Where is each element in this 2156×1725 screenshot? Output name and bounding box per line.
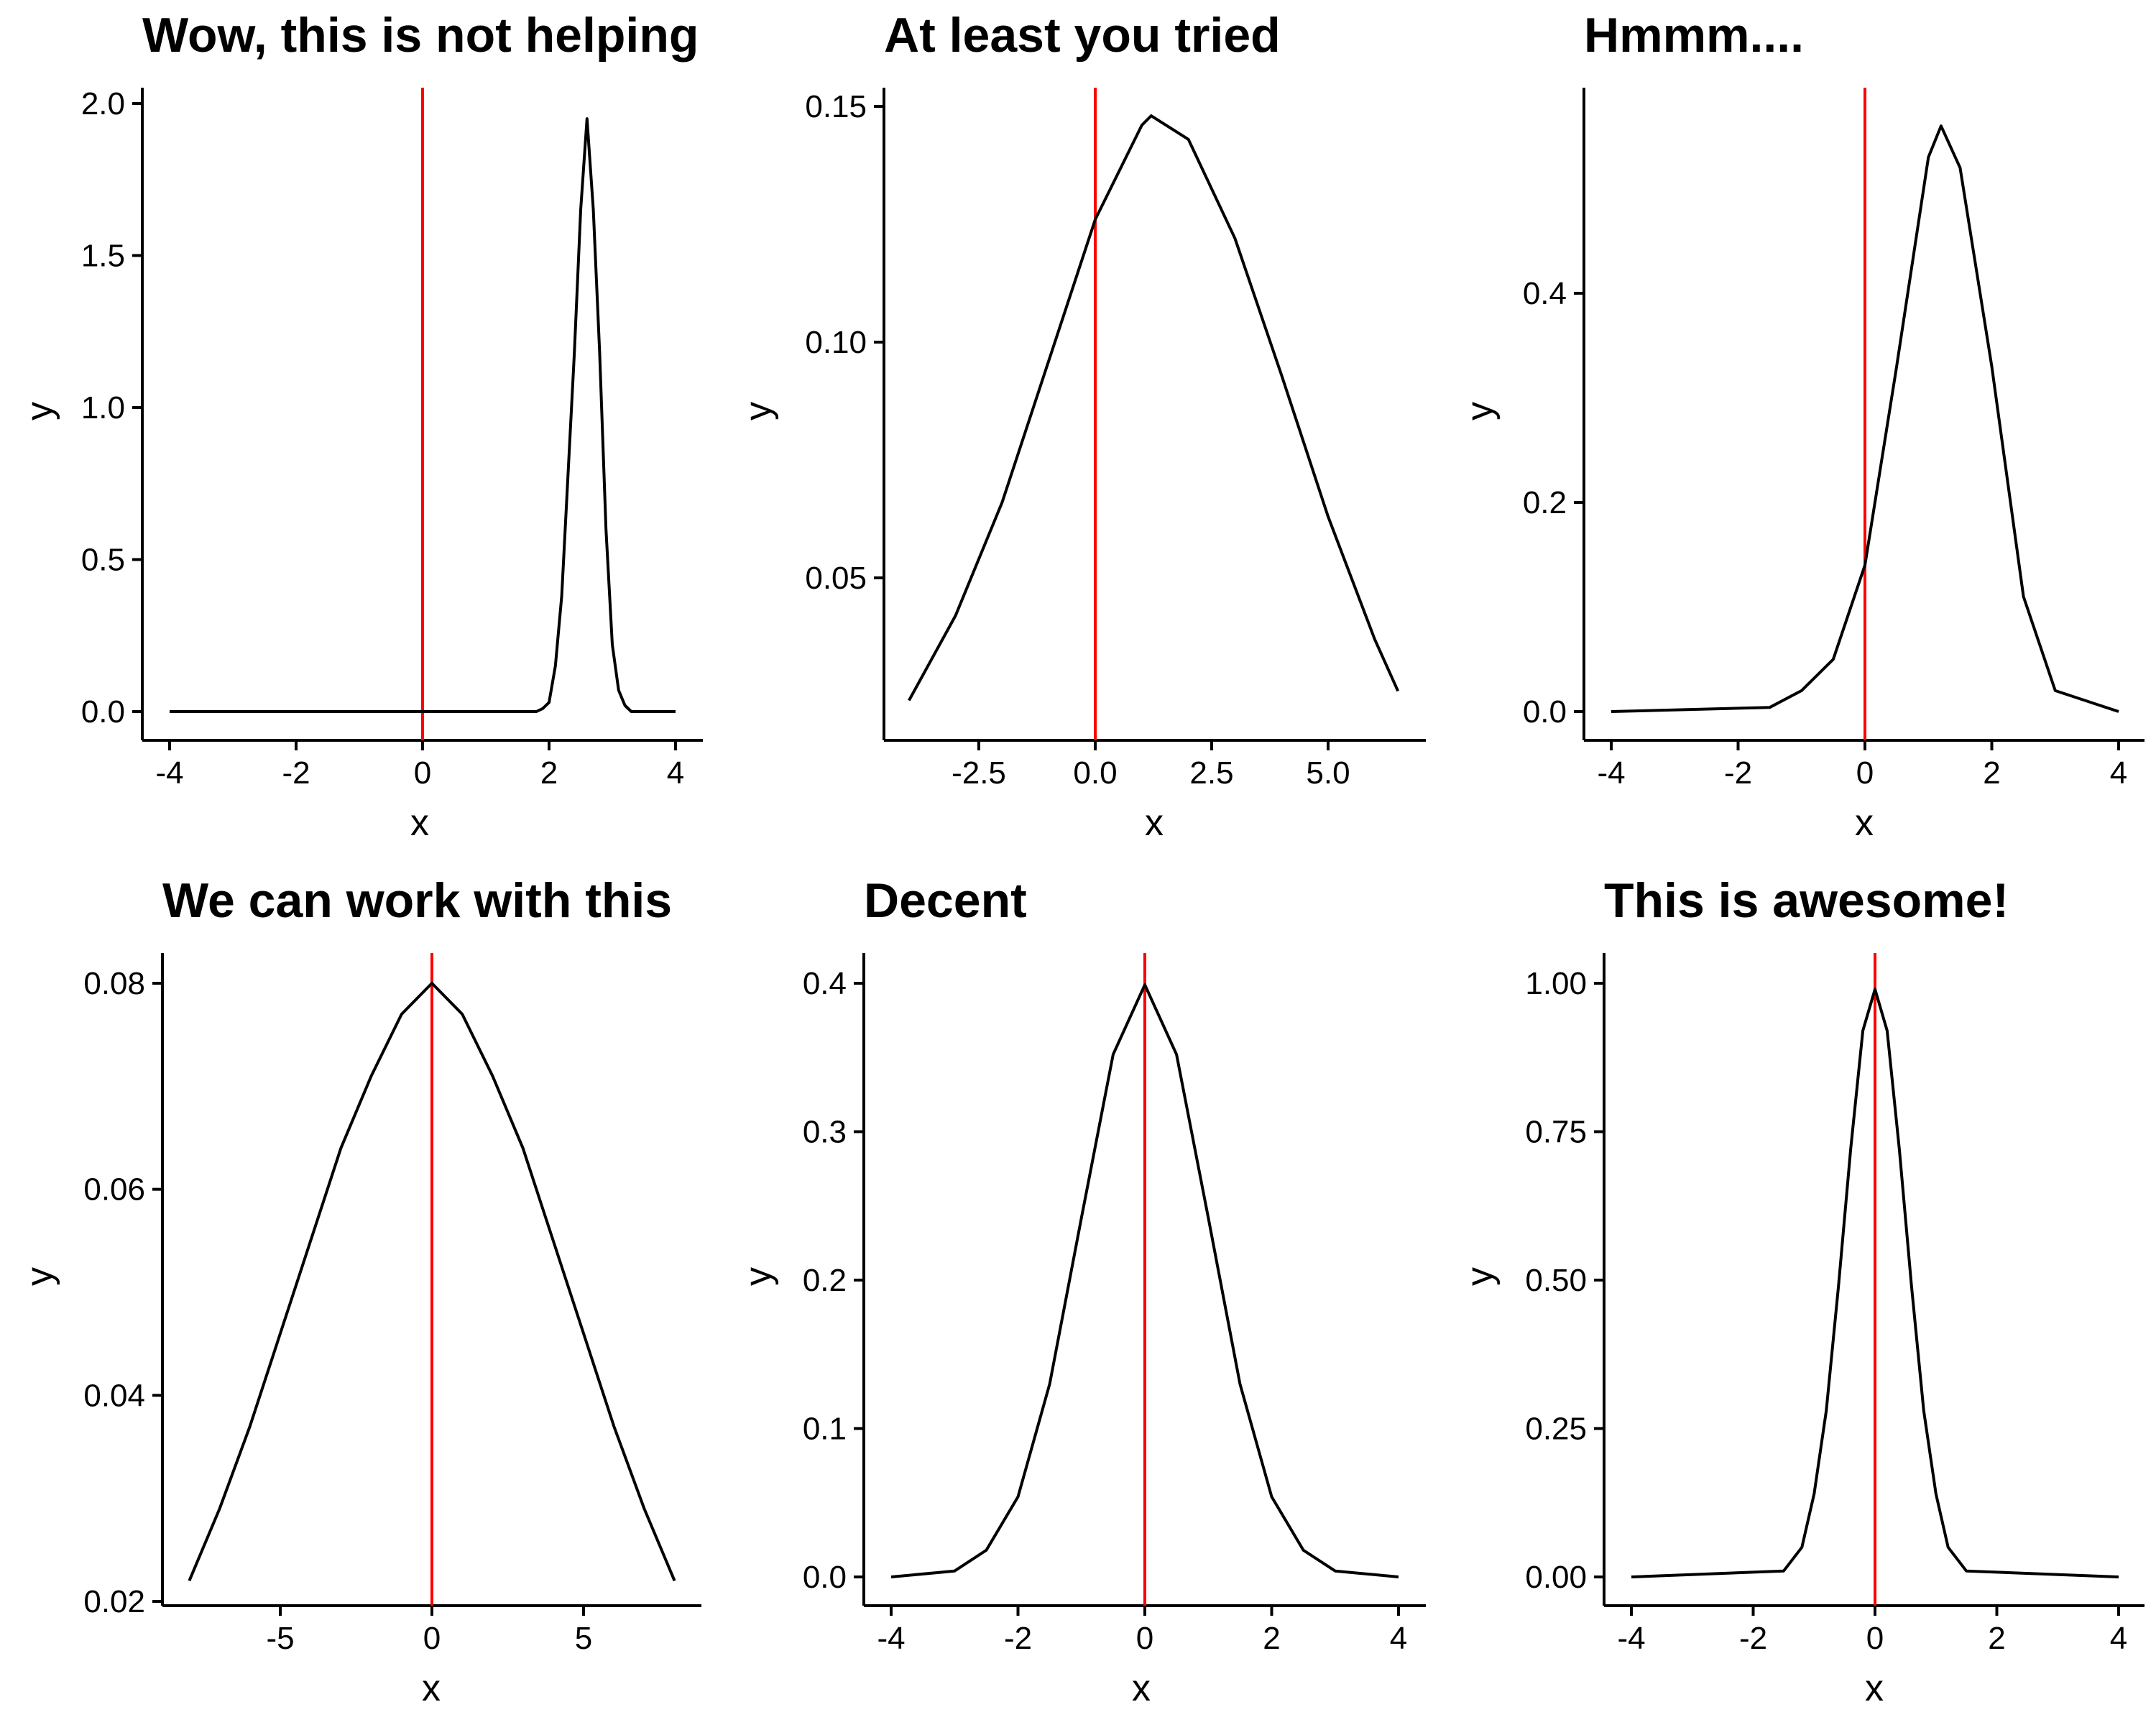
x-tick-label: 0 [423,1621,441,1656]
x-tick-label: 0 [414,755,431,791]
y-tick-label: 0.2 [803,1263,847,1298]
y-axis-label: y [737,1267,779,1286]
x-tick-label: 4 [1390,1621,1407,1656]
y-tick-label: 0.0 [1523,694,1567,730]
panel-title: We can work with this [162,873,672,928]
density-curve [1611,124,2119,713]
x-tick-label: -4 [877,1621,905,1656]
x-axis-label: x [410,802,429,844]
x-axis-label: x [1132,1668,1151,1709]
y-tick-label: 0.50 [1525,1263,1587,1298]
y-tick-label: 0.0 [803,1560,847,1595]
y-tick-label: 2.0 [81,86,125,121]
y-tick-label: 0.4 [803,966,847,1001]
y-tick-label: 1.0 [81,390,125,426]
panel-decent: Decent x y -4 -2 0 2 4 0.0 0.1 0.2 0.3 0.4 [737,873,1426,1709]
panel-hmmm: Hmmm.... x y -4 -2 0 2 4 0.0 0.2 0.4 [1459,8,2145,844]
x-axis-label: x [422,1668,441,1709]
panel-this-is-awesome: This is awesome! x y -4 -2 0 2 4 0.00 0.25 0.50… [1459,873,2145,1709]
panel-at-least-you-tried: At least you tried x y -2.5 0.0 2.5 5.0 0.05… [737,8,1426,844]
density-curve [188,982,676,1582]
density-curve [890,983,1399,1578]
y-tick-label: 0.1 [803,1412,847,1447]
y-tick-label: 1.00 [1525,966,1587,1001]
x-tick-label: 0.0 [1073,755,1117,791]
x-tick-label: 4 [667,755,684,791]
y-tick-label: 0.00 [1525,1560,1587,1595]
panel-title: Hmmm.... [1584,8,1804,63]
y-tick-label: 0.2 [1523,485,1567,520]
y-tick-label: 0.25 [1525,1412,1587,1447]
x-tick-label: 2 [1983,755,2000,791]
x-tick-label: 2 [1263,1621,1280,1656]
y-tick-label: 0.75 [1525,1115,1587,1150]
y-axis-label: y [19,402,60,420]
y-tick-label: 0.4 [1523,276,1567,311]
density-curve [170,117,676,713]
y-tick-label: 0.08 [83,966,145,1001]
x-tick-label: -2 [282,755,310,791]
y-axis-label: y [19,1267,60,1286]
x-tick-label: -5 [266,1621,294,1656]
x-axis-label: x [1865,1668,1884,1709]
y-tick-label: 0.3 [803,1115,847,1150]
x-tick-label: 4 [2110,755,2127,791]
y-tick-label: 1.5 [81,239,125,274]
x-tick-label: -2 [1724,755,1752,791]
x-axis-label: x [1855,802,1874,844]
x-tick-label: 2 [1988,1621,2005,1656]
density-curve [1631,988,2119,1578]
x-tick-label: -2.5 [952,755,1006,791]
y-tick-label: 0.06 [83,1172,145,1208]
x-axis-label: x [1145,802,1164,844]
x-tick-label: -4 [1597,755,1625,791]
density-curve [908,114,1400,702]
x-tick-label: -2 [1739,1621,1767,1656]
x-tick-label: 2.5 [1189,755,1233,791]
y-tick-label: 0.04 [83,1378,145,1413]
panel-title: At least you tried [884,8,1281,63]
y-tick-label: 0.05 [805,561,867,596]
y-axis-label: y [1459,1267,1501,1286]
panel-wow-this-is-not-helping: Wow, this is not helping x y -4 -2 0 2 4 0.0 0… [19,8,703,844]
y-tick-label: 0.02 [83,1584,145,1619]
y-axis-label: y [737,402,779,420]
x-tick-label: 0 [1136,1621,1153,1656]
y-tick-label: 0.0 [81,694,125,730]
x-tick-label: 5 [575,1621,592,1656]
y-tick-label: 0.5 [81,543,125,578]
x-tick-label: 0 [1856,755,1874,791]
panel-title: Decent [864,873,1027,928]
x-tick-label: -2 [1004,1621,1032,1656]
x-tick-label: -4 [1617,1621,1645,1656]
panel-we-can-work-with-this: We can work with this x y -5 0 5 0.02 0.04 0.… [19,873,701,1709]
panel-title: Wow, this is not helping [142,8,699,63]
y-axis-label: y [1459,402,1501,420]
x-tick-label: 5.0 [1306,755,1350,791]
x-tick-label: 2 [540,755,558,791]
x-tick-label: -4 [155,755,183,791]
x-tick-label: 0 [1866,1621,1884,1656]
panel-title: This is awesome! [1604,873,2009,928]
y-tick-label: 0.15 [805,89,867,124]
y-tick-label: 0.10 [805,325,867,360]
x-tick-label: 4 [2110,1621,2127,1656]
